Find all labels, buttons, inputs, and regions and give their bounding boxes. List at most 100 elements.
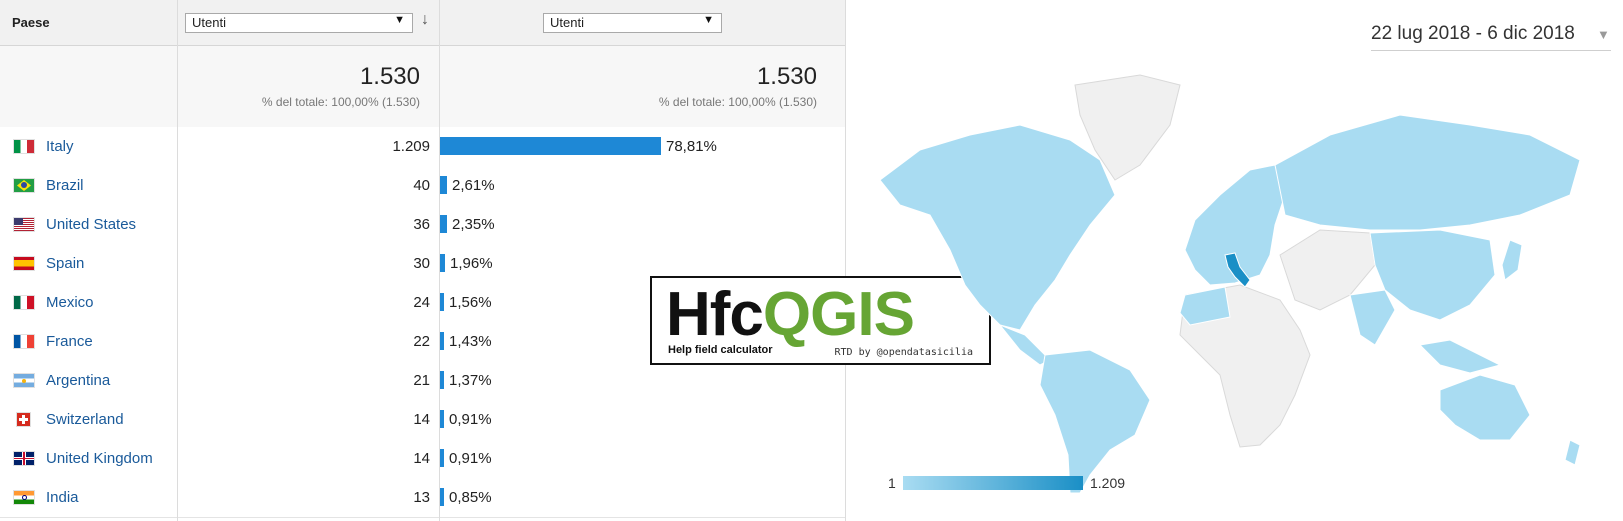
new-zealand-region[interactable] bbox=[1564, 439, 1581, 466]
country-link[interactable]: United Kingdom bbox=[46, 450, 153, 467]
world-map[interactable] bbox=[880, 55, 1623, 495]
japan-region[interactable] bbox=[1501, 239, 1523, 281]
percentage-bar bbox=[440, 371, 444, 389]
date-range-underline bbox=[1371, 50, 1611, 51]
italy-flag-icon bbox=[14, 140, 34, 153]
totals-row: 1.530 % del totale: 100,00% (1.530) 1.53… bbox=[0, 46, 845, 128]
spain-flag-icon bbox=[14, 257, 34, 270]
users-value: 13 bbox=[413, 489, 430, 506]
russia-region[interactable] bbox=[1274, 114, 1581, 231]
column-divider bbox=[845, 0, 846, 521]
india-region[interactable] bbox=[1349, 289, 1396, 346]
percentage-bar bbox=[440, 215, 447, 233]
percentage-bar bbox=[440, 410, 444, 428]
country-report-table: Paese Utenti ▼ ↓ Utenti ▼ 1.530 % del to… bbox=[0, 0, 846, 521]
united-states-flag-icon bbox=[14, 218, 34, 231]
country-link[interactable]: France bbox=[46, 333, 93, 350]
percentage-label: 2,61% bbox=[452, 177, 495, 194]
percentage-label: 1,96% bbox=[450, 255, 493, 272]
country-column-header[interactable]: Paese bbox=[12, 15, 50, 30]
percentage-bar bbox=[440, 176, 447, 194]
mexico-flag-icon bbox=[14, 296, 34, 309]
chevron-down-icon: ▼ bbox=[703, 14, 714, 26]
percentage-label: 1,56% bbox=[449, 294, 492, 311]
total-users-compare-subtitle: % del totale: 100,00% (1.530) bbox=[658, 95, 817, 109]
central-asia-region[interactable] bbox=[1279, 229, 1376, 311]
compare-metric-select[interactable]: Utenti ▼ bbox=[543, 13, 722, 33]
table-row[interactable]: India 13 0,85% bbox=[0, 478, 845, 518]
percentage-label: 1,37% bbox=[449, 372, 492, 389]
date-range-selector[interactable]: 22 lug 2018 - 6 dic 2018 bbox=[1371, 23, 1575, 44]
table-row[interactable]: United Kingdom 14 0,91% bbox=[0, 439, 845, 479]
legend-min-label: 1 bbox=[888, 475, 896, 491]
europe-region[interactable] bbox=[1184, 164, 1286, 286]
percentage-bar bbox=[440, 449, 444, 467]
percentage-label: 78,81% bbox=[666, 138, 717, 155]
users-value: 24 bbox=[413, 294, 430, 311]
sort-descending-icon[interactable]: ↓ bbox=[421, 11, 429, 28]
percentage-label: 0,85% bbox=[449, 489, 492, 506]
united-kingdom-flag-icon bbox=[14, 452, 34, 465]
brazil-flag-icon bbox=[14, 179, 34, 192]
india-flag-icon bbox=[14, 491, 34, 504]
hfcqgis-logo: HfcQGIS Help field calculator RTD by @op… bbox=[650, 276, 991, 365]
africa-region[interactable] bbox=[1179, 284, 1311, 448]
percentage-bar bbox=[440, 137, 661, 155]
percentage-label: 1,43% bbox=[449, 333, 492, 350]
metric-select-value: Utenti bbox=[192, 15, 226, 30]
users-value: 14 bbox=[413, 411, 430, 428]
table-row[interactable]: Argentina 21 1,37% bbox=[0, 361, 845, 401]
table-row[interactable]: Brazil 40 2,61% bbox=[0, 166, 845, 206]
table-row[interactable]: Switzerland 14 0,91% bbox=[0, 400, 845, 440]
greenland-region[interactable] bbox=[1074, 74, 1181, 181]
total-users-compare-value: 1.530 bbox=[756, 63, 817, 90]
percentage-label: 0,91% bbox=[449, 450, 492, 467]
users-value: 40 bbox=[413, 177, 430, 194]
table-row[interactable]: United States 36 2,35% bbox=[0, 205, 845, 245]
country-link[interactable]: Argentina bbox=[46, 372, 111, 389]
percentage-label: 0,91% bbox=[449, 411, 492, 428]
legend-max-label: 1.209 bbox=[1090, 475, 1126, 491]
australia-region[interactable] bbox=[1439, 374, 1531, 441]
east-asia-region[interactable] bbox=[1369, 229, 1496, 321]
percentage-bar bbox=[440, 293, 444, 311]
users-value: 1.209 bbox=[392, 138, 430, 155]
chevron-down-icon: ▼ bbox=[394, 14, 405, 26]
table-row[interactable]: Italy 1.209 78,81% bbox=[0, 127, 845, 167]
country-link[interactable]: Mexico bbox=[46, 294, 94, 311]
italy-region[interactable] bbox=[1224, 252, 1251, 288]
france-flag-icon bbox=[14, 335, 34, 348]
country-link[interactable]: Italy bbox=[46, 138, 74, 155]
users-value: 36 bbox=[413, 216, 430, 233]
legend-color-scale bbox=[903, 476, 1083, 490]
percentage-label: 2,35% bbox=[452, 216, 495, 233]
users-value: 21 bbox=[413, 372, 430, 389]
country-link[interactable]: Brazil bbox=[46, 177, 84, 194]
users-value: 14 bbox=[413, 450, 430, 467]
country-link[interactable]: Switzerland bbox=[46, 411, 124, 428]
logo-credit: RTD by @opendatasicilia bbox=[834, 347, 973, 358]
central-america-region[interactable] bbox=[998, 323, 1051, 366]
users-value: 30 bbox=[413, 255, 430, 272]
country-link[interactable]: United States bbox=[46, 216, 137, 233]
table-header: Paese Utenti ▼ ↓ Utenti ▼ bbox=[0, 0, 845, 46]
south-america-region[interactable] bbox=[1039, 349, 1151, 494]
column-divider bbox=[177, 0, 178, 521]
compare-select-value: Utenti bbox=[550, 15, 584, 30]
country-link[interactable]: Spain bbox=[46, 255, 85, 272]
country-link[interactable]: India bbox=[46, 489, 79, 506]
logo-subtitle: Help field calculator bbox=[668, 344, 773, 356]
percentage-bar bbox=[440, 488, 444, 506]
logo-title-part-2: QGIS bbox=[762, 280, 915, 349]
north-america-region[interactable] bbox=[880, 124, 1116, 331]
total-users-subtitle: % del totale: 100,00% (1.530) bbox=[261, 95, 420, 109]
total-users-value: 1.530 bbox=[359, 63, 420, 90]
metric-select[interactable]: Utenti ▼ bbox=[185, 13, 413, 33]
percentage-bar bbox=[440, 332, 444, 350]
chevron-down-icon[interactable]: ▼ bbox=[1597, 27, 1610, 42]
southeast-asia-region[interactable] bbox=[1418, 339, 1502, 374]
logo-title: HfcQGIS bbox=[666, 280, 915, 349]
switzerland-flag-icon bbox=[17, 413, 30, 426]
argentina-flag-icon bbox=[14, 374, 34, 387]
north-africa-region[interactable] bbox=[1179, 286, 1231, 326]
